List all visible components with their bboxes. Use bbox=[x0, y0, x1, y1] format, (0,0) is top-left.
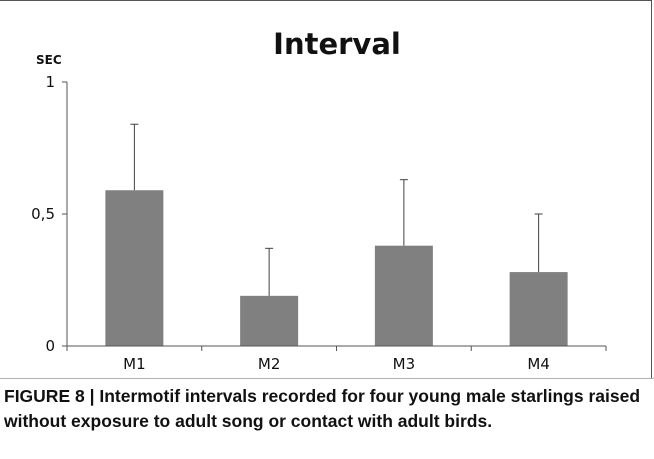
bar-m4 bbox=[509, 272, 568, 346]
bar-m2 bbox=[240, 295, 299, 346]
y-tick-label: 0 bbox=[45, 337, 55, 355]
chart-title: Interval bbox=[273, 27, 401, 61]
bars bbox=[105, 190, 568, 346]
y-tick-label: 1 bbox=[45, 73, 55, 91]
y-axis-ticks: 00,51 bbox=[31, 73, 67, 355]
figure-caption: FIGURE 8 | Intermotif intervals recorded… bbox=[4, 386, 641, 431]
y-tick-label: 0,5 bbox=[31, 205, 55, 223]
error-bars bbox=[130, 123, 543, 296]
bar-m1 bbox=[105, 190, 164, 346]
x-tick-label: M3 bbox=[393, 355, 416, 373]
x-tick-label: M4 bbox=[527, 355, 550, 373]
x-tick-label: M2 bbox=[258, 355, 281, 373]
x-tick-label: M1 bbox=[123, 355, 146, 373]
bar-m3 bbox=[374, 245, 433, 346]
chart-frame bbox=[0, 0, 652, 378]
interval-bar-chart: Interval SEC 00,51 M1 M2 M3 M4 bbox=[31, 27, 607, 373]
caption-divider bbox=[0, 378, 654, 379]
x-axis-ticks: M1 M2 M3 M4 bbox=[66, 346, 607, 373]
y-axis-label: SEC bbox=[36, 53, 62, 67]
